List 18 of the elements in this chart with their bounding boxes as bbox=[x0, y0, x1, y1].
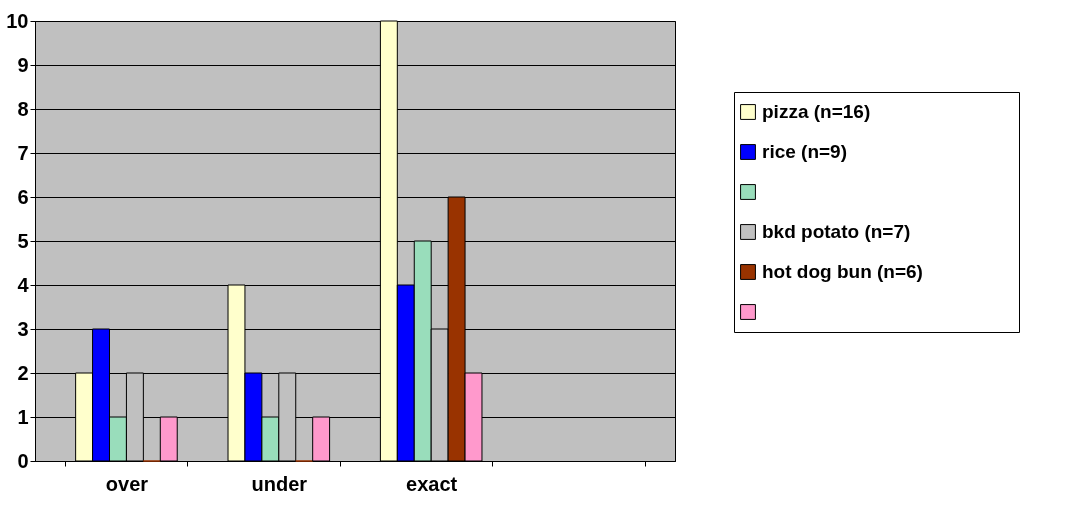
y-tick-label: 6 bbox=[17, 185, 29, 208]
x-tick-label: under bbox=[251, 472, 308, 495]
y-tick-label: 1 bbox=[17, 405, 29, 428]
y-tick-label: 3 bbox=[17, 317, 29, 340]
legend-label: rice (n=9) bbox=[762, 141, 848, 162]
y-tick-label: 2 bbox=[17, 361, 29, 384]
y-tick-label: 9 bbox=[17, 53, 29, 76]
y-tick-label: 7 bbox=[17, 141, 29, 164]
y-tick-label: 10 bbox=[6, 9, 29, 32]
legend-label: hot dog bun (n=6) bbox=[762, 261, 923, 282]
legend-label: bkd potato (n=7) bbox=[762, 221, 911, 242]
x-tick-label: exact bbox=[406, 472, 458, 495]
y-tick-label: 4 bbox=[17, 273, 30, 296]
legend-label: pizza (n=16) bbox=[762, 101, 871, 122]
y-tick-label: 8 bbox=[17, 97, 29, 120]
y-tick-label: 0 bbox=[17, 449, 29, 472]
x-tick-label: over bbox=[105, 472, 149, 495]
y-tick-label: 5 bbox=[17, 229, 29, 252]
